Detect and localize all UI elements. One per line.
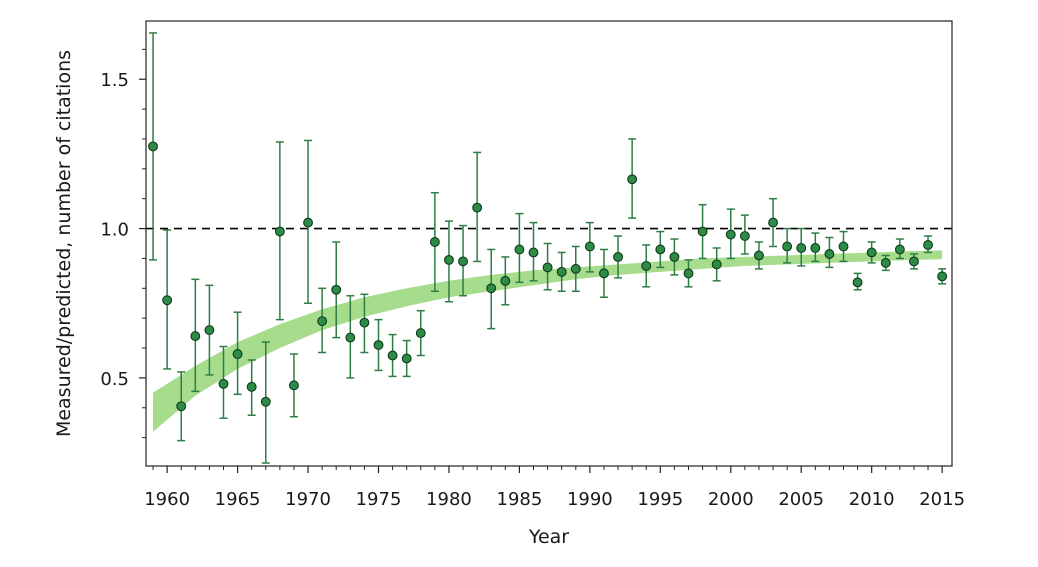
data-point (303, 217, 313, 228)
data-point (866, 247, 877, 258)
x-tick-label: 2015 (919, 489, 965, 510)
data-point (880, 257, 891, 268)
data-point (584, 241, 595, 252)
x-tick-label: 1980 (426, 489, 472, 510)
data-point (274, 226, 285, 237)
y-tick-label: 1.5 (100, 70, 129, 91)
data-point (331, 284, 342, 295)
data-point (148, 141, 158, 152)
x-axis-label: Year (528, 526, 569, 548)
data-point (570, 263, 581, 274)
data-point (289, 380, 299, 391)
data-point (401, 353, 412, 364)
data-point (472, 202, 483, 213)
data-point (838, 241, 849, 252)
data-point (641, 260, 652, 271)
data-point (782, 241, 793, 252)
data-point (725, 229, 736, 240)
data-points-group (148, 141, 948, 412)
data-point (429, 237, 440, 247)
y-axis-ticks: 0.5 1.0 1.5 (100, 48, 146, 439)
data-point (176, 401, 187, 412)
y-tick-label: 1.0 (100, 220, 129, 241)
data-point (514, 244, 525, 255)
data-point (204, 325, 215, 336)
x-tick-label: 1965 (215, 489, 261, 510)
data-point (486, 283, 497, 294)
x-tick-label: 1990 (567, 489, 613, 510)
data-point (542, 262, 553, 273)
data-point (359, 317, 370, 328)
x-tick-label: 2005 (778, 489, 824, 510)
data-point (683, 268, 694, 279)
data-point (444, 254, 454, 265)
data-point (810, 243, 821, 253)
x-tick-label: 1970 (285, 489, 331, 510)
data-point (937, 271, 948, 282)
y-axis-label: Measured/predicted, number of citations (53, 50, 75, 437)
data-point (697, 226, 708, 237)
data-point (232, 349, 243, 359)
data-point (768, 217, 778, 228)
x-tick-label: 1985 (497, 489, 543, 510)
y-tick-label: 0.5 (100, 369, 129, 390)
data-point (824, 249, 835, 259)
data-point (556, 266, 567, 277)
data-point (796, 243, 807, 253)
data-point (739, 231, 750, 241)
x-tick-label: 1995 (637, 489, 683, 510)
x-tick-label: 1975 (356, 489, 402, 510)
data-point (317, 316, 328, 327)
data-point (345, 332, 356, 343)
data-point (655, 244, 666, 255)
plot-frame (145, 20, 953, 467)
data-point (852, 277, 863, 288)
data-point (923, 240, 933, 250)
x-tick-label: 1960 (144, 489, 190, 510)
data-point (909, 256, 919, 267)
data-point (627, 174, 638, 185)
data-point (754, 250, 764, 261)
data-point (260, 396, 271, 407)
x-tick-label: 2000 (708, 489, 754, 510)
data-point (894, 244, 905, 255)
data-point (162, 295, 173, 306)
data-point (218, 378, 229, 389)
data-point (500, 275, 511, 286)
data-point (458, 256, 468, 267)
data-point (246, 381, 257, 392)
data-point (415, 328, 426, 339)
data-point (528, 247, 539, 258)
data-point (373, 340, 384, 350)
data-point (669, 251, 680, 262)
x-axis-ticks: 1960 1965 1970 1975 1980 1985 1990 1995 2000 2005… (144, 466, 965, 510)
data-point (190, 331, 201, 342)
x-tick-label: 2010 (849, 489, 895, 510)
data-point (387, 350, 398, 361)
data-point (599, 268, 609, 279)
data-point (711, 259, 722, 270)
data-point (613, 251, 623, 262)
